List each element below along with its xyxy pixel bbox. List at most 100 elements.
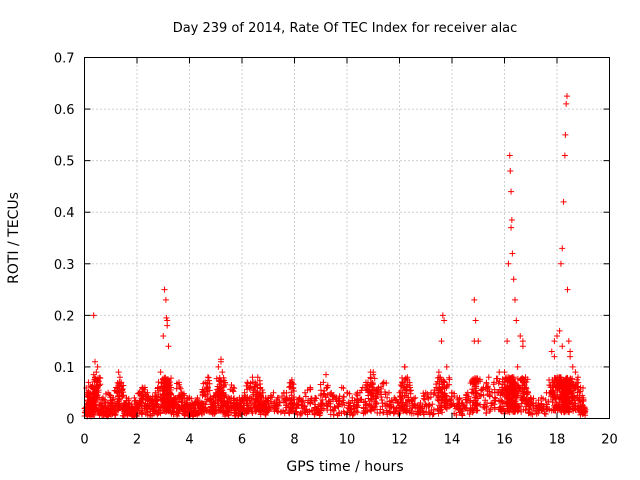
data-point <box>86 400 93 407</box>
data-point-noise <box>414 408 421 415</box>
data-point-noise <box>162 398 169 405</box>
data-point-noise <box>474 407 481 414</box>
data-point-noise <box>545 398 552 405</box>
data-point-noise <box>304 409 311 416</box>
data-point <box>485 374 492 381</box>
data-point-noise <box>166 404 173 411</box>
x-tick-label: 20 <box>601 433 618 448</box>
data-point-noise <box>407 387 414 394</box>
data-point <box>160 332 167 339</box>
data-point <box>505 260 512 267</box>
data-point <box>99 394 106 401</box>
data-point-noise <box>264 408 271 415</box>
data-point-noise <box>92 384 99 391</box>
data-point-noise <box>510 402 517 409</box>
data-point <box>519 338 526 345</box>
data-point-noise <box>382 388 389 395</box>
data-point-noise <box>231 385 238 392</box>
data-point-noise <box>320 390 327 397</box>
data-point-noise <box>114 407 121 414</box>
data-point <box>252 379 259 386</box>
data-point-noise <box>246 394 253 401</box>
data-point-noise <box>569 389 576 396</box>
data-point-noise <box>255 399 262 406</box>
data-point-noise <box>509 390 516 397</box>
data-point-noise <box>262 411 269 418</box>
data-point <box>509 250 516 257</box>
data-point-noise <box>276 399 283 406</box>
data-point-noise <box>230 395 237 402</box>
data-point-noise <box>559 404 566 411</box>
data-point-noise <box>222 381 229 388</box>
data-point <box>551 338 558 345</box>
data-point-noise <box>521 379 528 386</box>
data-point <box>470 379 476 386</box>
data-point-noise <box>321 391 328 398</box>
data-point <box>496 369 503 376</box>
data-point <box>157 369 164 376</box>
data-point-noise <box>438 389 445 396</box>
data-point-noise <box>526 405 533 412</box>
data-point-noise <box>442 393 449 400</box>
data-point <box>128 405 135 412</box>
data-point <box>563 100 570 107</box>
data-point <box>215 363 222 370</box>
data-point-noise <box>443 405 450 412</box>
y-tick-label: 0.5 <box>54 155 75 170</box>
data-point-noise <box>288 408 295 415</box>
data-point-noise <box>459 412 466 419</box>
data-point-noise <box>529 411 536 418</box>
data-point-noise <box>248 404 255 411</box>
data-point <box>134 400 140 407</box>
data-point <box>433 384 440 391</box>
data-point <box>186 394 193 401</box>
data-point <box>504 338 511 345</box>
data-point <box>320 379 327 386</box>
data-point-noise <box>522 398 529 405</box>
data-point-noise <box>446 376 453 383</box>
data-point <box>375 384 382 391</box>
data-point-noise <box>94 379 101 386</box>
data-point <box>560 198 567 205</box>
data-point-noise <box>331 404 338 411</box>
data-point-noise <box>216 395 223 402</box>
data-point <box>399 379 406 386</box>
data-point <box>439 312 446 319</box>
data-point <box>317 400 324 407</box>
data-point <box>441 317 448 324</box>
data-point <box>207 394 214 401</box>
data-point-noise <box>329 393 336 400</box>
data-point <box>417 400 424 407</box>
data-point <box>581 405 588 412</box>
data-point-noise <box>571 385 578 392</box>
data-point <box>288 376 295 383</box>
data-point-noise <box>453 411 460 418</box>
data-point-noise <box>295 401 302 408</box>
data-point-noise <box>111 410 118 417</box>
data-point <box>144 389 151 396</box>
data-point-noise <box>369 380 376 387</box>
data-point <box>563 93 570 100</box>
data-point <box>218 356 224 363</box>
data-point-noise <box>564 375 571 382</box>
data-point-noise <box>486 408 493 415</box>
data-point-noise <box>257 408 264 415</box>
data-point-noise <box>440 378 447 385</box>
data-point-noise <box>136 399 143 406</box>
data-point <box>333 394 340 401</box>
data-point <box>508 188 515 195</box>
data-point-noise <box>557 386 564 393</box>
data-point <box>512 296 518 303</box>
data-point <box>435 369 442 376</box>
data-point <box>147 394 154 401</box>
data-point-noise <box>486 386 493 393</box>
data-point <box>312 394 319 401</box>
data-point <box>189 400 196 407</box>
data-point-noise <box>487 406 494 413</box>
data-point-noise <box>410 395 417 402</box>
data-point-noise <box>473 389 480 396</box>
data-point-noise <box>521 384 528 391</box>
data-point-noise <box>560 385 567 392</box>
data-point-noise <box>372 390 379 397</box>
data-point-noise <box>498 397 505 404</box>
